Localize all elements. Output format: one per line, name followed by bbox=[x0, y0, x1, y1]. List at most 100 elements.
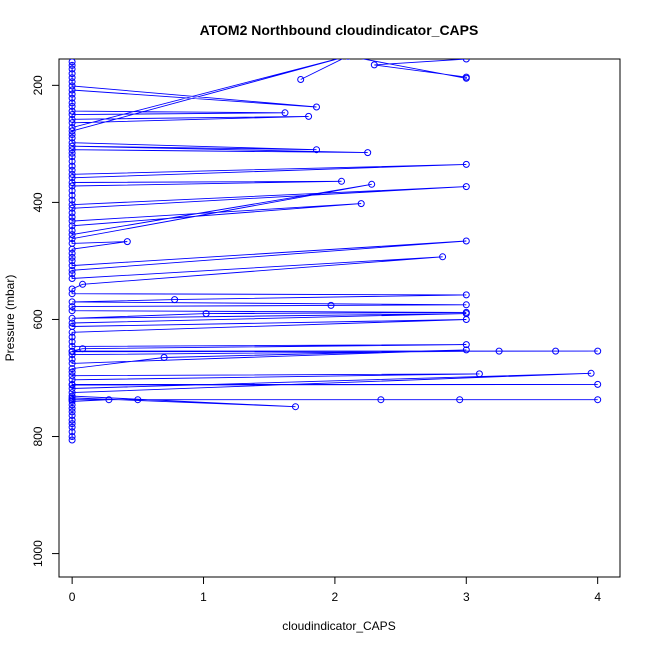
data-point bbox=[68, 333, 76, 341]
data-point bbox=[68, 124, 76, 131]
data-point bbox=[552, 347, 560, 355]
series-layer bbox=[68, 59, 602, 444]
data-point bbox=[327, 301, 335, 309]
data-point bbox=[68, 149, 76, 157]
data-point bbox=[68, 290, 76, 298]
data-point bbox=[68, 231, 76, 239]
data-point bbox=[68, 385, 76, 392]
y-tick-label: 200 bbox=[31, 75, 45, 95]
data-point bbox=[68, 78, 76, 86]
data-point bbox=[68, 74, 76, 82]
data-point bbox=[68, 303, 76, 311]
data-point bbox=[68, 239, 76, 247]
data-point bbox=[68, 372, 76, 380]
data-point bbox=[68, 102, 76, 110]
series-1 bbox=[68, 59, 602, 444]
data-point bbox=[68, 187, 76, 195]
data-point bbox=[68, 182, 76, 190]
data-point bbox=[79, 280, 87, 288]
data-point bbox=[313, 103, 320, 111]
data-point bbox=[68, 134, 76, 142]
data-point bbox=[68, 99, 76, 107]
data-point bbox=[68, 227, 76, 234]
data-point bbox=[68, 416, 76, 424]
data-point bbox=[305, 112, 313, 120]
data-point bbox=[456, 396, 464, 404]
data-point bbox=[346, 59, 350, 60]
data-point bbox=[68, 285, 76, 293]
data-point bbox=[594, 347, 602, 355]
x-tick-label: 2 bbox=[332, 590, 339, 604]
data-point bbox=[68, 65, 76, 73]
y-axis: 200 400 600 800 1000 bbox=[31, 75, 60, 567]
data-point bbox=[123, 238, 131, 246]
data-point bbox=[68, 119, 76, 127]
data-point bbox=[68, 270, 76, 278]
data-point bbox=[68, 342, 76, 350]
data-point bbox=[68, 94, 76, 102]
data-point bbox=[313, 146, 320, 154]
data-point bbox=[68, 319, 76, 327]
data-point bbox=[160, 354, 168, 361]
data-point bbox=[68, 111, 76, 119]
data-point bbox=[462, 160, 470, 168]
data-point bbox=[462, 301, 470, 309]
series-line bbox=[71, 59, 598, 440]
x-tick-label: 0 bbox=[69, 590, 76, 604]
data-point bbox=[68, 131, 76, 138]
chart-title: ATOM2 Northbound cloudindicator_CAPS bbox=[200, 22, 479, 38]
data-point bbox=[68, 368, 76, 376]
data-point bbox=[68, 217, 76, 225]
data-point bbox=[68, 355, 76, 363]
data-point bbox=[68, 423, 76, 431]
data-point bbox=[68, 59, 76, 66]
data-point bbox=[68, 115, 76, 123]
data-point bbox=[68, 153, 76, 161]
data-point bbox=[68, 170, 76, 178]
data-point bbox=[68, 213, 76, 221]
y-axis-label: Pressure (mbar) bbox=[3, 275, 17, 362]
data-point bbox=[68, 365, 76, 373]
data-point bbox=[357, 200, 365, 208]
series-line bbox=[300, 59, 467, 80]
x-axis-label: cloudindicator_CAPS bbox=[282, 619, 395, 633]
data-point bbox=[68, 298, 76, 306]
data-point bbox=[68, 142, 76, 150]
x-tick-label: 3 bbox=[463, 590, 470, 604]
data-point bbox=[68, 262, 76, 270]
data-point bbox=[68, 420, 76, 428]
data-point bbox=[68, 179, 76, 186]
data-point bbox=[68, 127, 76, 135]
data-point bbox=[68, 209, 76, 217]
data-point bbox=[281, 109, 289, 117]
data-point bbox=[338, 177, 345, 185]
data-point bbox=[587, 369, 595, 377]
data-point bbox=[462, 346, 470, 354]
data-point bbox=[377, 396, 385, 404]
series-2 bbox=[297, 59, 470, 83]
data-point bbox=[68, 412, 76, 419]
data-point bbox=[462, 73, 470, 81]
data-point bbox=[462, 183, 470, 191]
data-point bbox=[68, 82, 76, 90]
y-tick-label: 600 bbox=[31, 309, 45, 329]
data-point bbox=[134, 396, 142, 404]
y-tick-label: 1000 bbox=[31, 540, 45, 567]
data-point bbox=[68, 408, 76, 416]
data-point bbox=[594, 380, 602, 388]
data-point bbox=[346, 59, 350, 60]
x-tick-label: 1 bbox=[200, 590, 207, 604]
data-point bbox=[68, 249, 76, 257]
data-point bbox=[68, 347, 76, 355]
data-point bbox=[202, 310, 210, 318]
data-point bbox=[368, 180, 376, 188]
data-point bbox=[68, 404, 76, 412]
data-point bbox=[68, 222, 76, 230]
data-point bbox=[105, 396, 113, 404]
x-tick-label: 4 bbox=[594, 590, 601, 604]
data-point bbox=[439, 253, 447, 261]
data-point bbox=[68, 257, 76, 265]
y-tick-label: 800 bbox=[31, 426, 45, 446]
data-point bbox=[68, 376, 76, 384]
